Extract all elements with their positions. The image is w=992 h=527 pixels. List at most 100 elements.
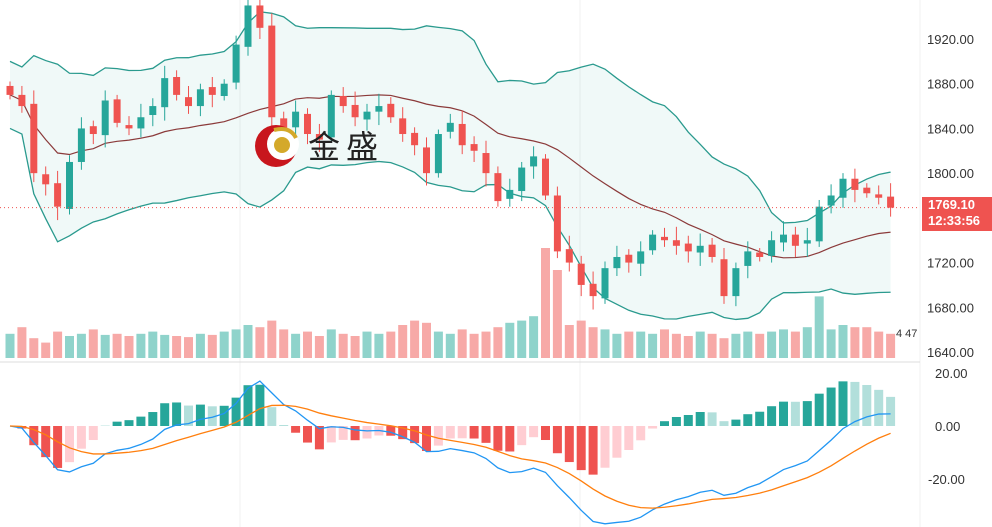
candle-body <box>232 44 240 83</box>
volume-bar <box>445 333 455 358</box>
macd-histogram-bar <box>386 426 396 436</box>
volume-bar <box>207 334 217 358</box>
price-tick-label: 1920.00 <box>927 32 974 47</box>
volume-bar <box>814 296 824 358</box>
candle-body <box>89 126 97 135</box>
volume-bar <box>184 337 193 358</box>
volume-bar <box>148 331 158 358</box>
macd-histogram-bar <box>588 426 598 475</box>
volume-bar <box>362 331 372 358</box>
candle-body <box>601 268 609 299</box>
macd-histogram-bar <box>683 415 693 426</box>
macd-histogram-bar <box>695 412 705 426</box>
candle-body <box>744 251 752 266</box>
volume-bar <box>422 322 431 358</box>
candle-body <box>280 118 288 129</box>
candle-body <box>518 167 526 192</box>
candle-body <box>363 111 371 120</box>
macd-histogram-bar <box>612 426 622 458</box>
candle-body <box>54 183 62 207</box>
macd-histogram-bar <box>505 426 515 452</box>
macd-tick-label: 0.00 <box>935 419 960 434</box>
candle-body <box>815 206 823 242</box>
macd-histogram-bar <box>338 426 348 440</box>
candle-body <box>113 99 121 123</box>
macd-histogram-bar <box>564 426 574 463</box>
candle-body <box>256 5 264 28</box>
candle-body <box>565 249 573 263</box>
volume-bar <box>505 322 515 358</box>
volume-bar <box>564 325 574 358</box>
macd-histogram-bar <box>600 426 610 468</box>
candle-body <box>30 103 38 174</box>
volume-bar <box>231 329 241 358</box>
macd-line <box>9 380 891 525</box>
candle-body <box>791 234 799 246</box>
volume-bar <box>529 316 539 358</box>
macd-histogram-bar <box>862 385 872 426</box>
macd-histogram-bar <box>267 407 277 426</box>
macd-histogram-bar <box>874 389 884 426</box>
candle-body <box>875 194 883 198</box>
volume-bar <box>660 329 669 358</box>
macd-histogram-bar <box>457 426 467 439</box>
volume-bar <box>243 325 253 358</box>
watermark-logo: 金盛 <box>252 122 384 168</box>
volume-bar <box>17 327 27 358</box>
volume-bar <box>303 331 312 358</box>
candle-body <box>720 259 728 297</box>
macd-histogram-bar <box>493 426 503 451</box>
candle-body <box>625 254 633 263</box>
candle-body <box>220 83 228 97</box>
candle-body <box>851 178 859 190</box>
macd-histogram-bar <box>148 412 158 426</box>
candle-body <box>803 240 811 244</box>
volume-bar <box>767 331 777 358</box>
volume-bar <box>588 327 598 358</box>
candle-body <box>649 234 657 251</box>
candle-body <box>125 125 133 129</box>
volume-bar <box>100 334 110 358</box>
macd-histogram-bar <box>243 385 253 426</box>
macd-histogram-bar <box>350 426 360 441</box>
price-tick-label: 1880.00 <box>927 77 974 92</box>
macd-histogram-bar <box>422 426 431 451</box>
macd-histogram-bar <box>17 426 27 429</box>
candle-body <box>268 25 276 118</box>
macd-histogram-bar <box>172 402 182 426</box>
candle-body <box>446 122 454 132</box>
macd-histogram-bar <box>29 426 39 446</box>
volume-bar <box>481 331 491 358</box>
candle-body <box>411 132 419 146</box>
macd-histogram-bar <box>184 405 193 426</box>
macd-histogram-bar <box>529 426 539 438</box>
volume-bar <box>743 331 753 358</box>
candle-body <box>768 240 776 256</box>
macd-histogram-bar <box>291 426 301 433</box>
volume-bar <box>41 342 51 358</box>
candle-body <box>423 147 430 174</box>
price-tick-label: 1640.00 <box>927 345 974 360</box>
candle-body <box>208 87 216 95</box>
macd-histogram-bar <box>279 425 289 426</box>
candle-body <box>196 89 204 107</box>
macd-histogram-bar <box>671 416 681 426</box>
macd-histogram-bar <box>636 426 646 441</box>
candle-body <box>387 103 395 118</box>
volume-bar <box>779 329 788 358</box>
macd-histogram-bar <box>624 426 634 451</box>
macd-histogram-bar <box>88 426 98 441</box>
volume-bar <box>350 336 360 358</box>
volume-bar <box>112 333 122 358</box>
candle-body <box>327 94 335 138</box>
candle-body <box>77 128 85 162</box>
volume-bar <box>493 327 503 358</box>
candle-body <box>637 251 645 264</box>
price-tick-label: 1720.00 <box>927 256 974 271</box>
candle-body <box>315 134 323 140</box>
candle-body <box>470 144 478 151</box>
volume-bar <box>76 333 86 358</box>
macd-histogram-bar <box>790 401 800 426</box>
volume-bar <box>541 248 550 358</box>
